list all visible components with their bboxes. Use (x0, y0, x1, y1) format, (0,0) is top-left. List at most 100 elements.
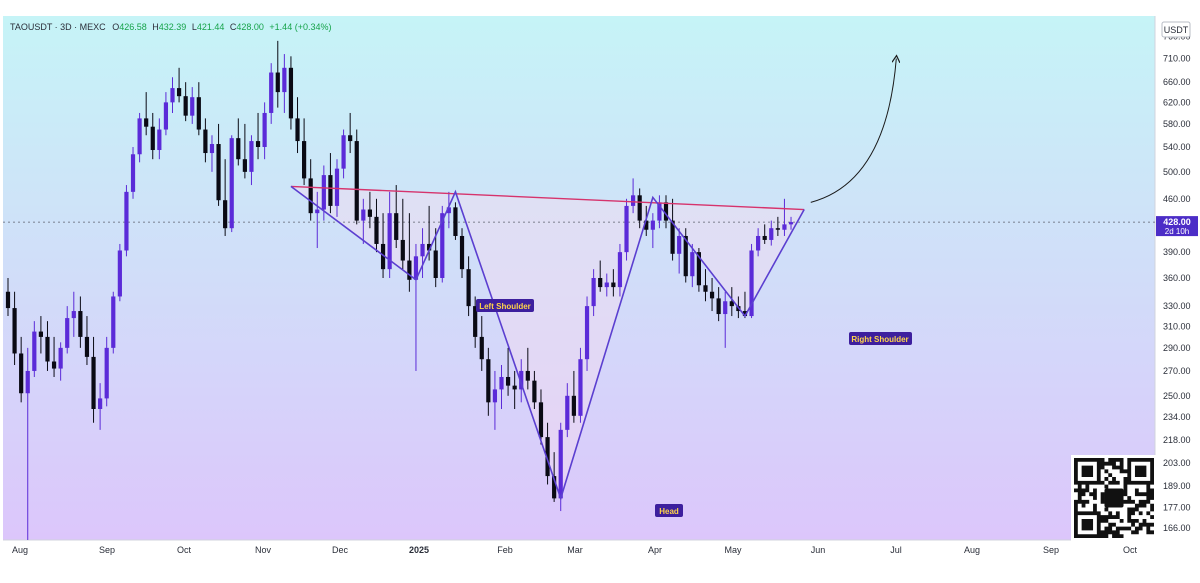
candle-body (545, 437, 550, 477)
qr-modules (1074, 458, 1154, 538)
annotation-right-shoulder: Right Shoulder (849, 332, 912, 345)
candle (690, 243, 695, 288)
candle (196, 82, 201, 136)
candle (677, 228, 682, 274)
time-axis-background (3, 540, 1198, 560)
currency-badge-label: USDT (1164, 25, 1189, 35)
candle (295, 97, 300, 154)
candle (394, 185, 399, 249)
y-tick-label: 660.00 (1163, 77, 1191, 87)
y-tick-label: 460.00 (1163, 194, 1191, 204)
candles (5, 40, 794, 540)
plot-background (3, 16, 1155, 540)
candle (598, 260, 603, 292)
candle (565, 383, 570, 438)
candle-body (65, 318, 70, 348)
candle-body (571, 395, 576, 416)
candle-body (637, 195, 642, 221)
candle-body (473, 306, 478, 337)
candle-body (591, 278, 596, 307)
x-tick-label: Mar (567, 545, 583, 555)
candle-body (427, 243, 432, 251)
y-tick-label: 234.00 (1163, 412, 1191, 422)
candle (163, 92, 169, 136)
candle-body (663, 202, 669, 221)
candle (288, 56, 294, 130)
candle-body (78, 311, 83, 337)
x-tick-label: Oct (1123, 545, 1138, 555)
candle-body (348, 135, 353, 142)
x-tick-label: Aug (12, 545, 28, 555)
candle-body (499, 376, 504, 390)
x-tick-label: Aug (964, 545, 980, 555)
candle-body (32, 331, 37, 371)
candle (242, 123, 247, 179)
candle (216, 123, 221, 206)
candle (32, 321, 37, 377)
y-tick-label: 500.00 (1163, 167, 1191, 177)
candle (756, 228, 761, 257)
candle-body (242, 159, 247, 172)
candle (328, 153, 333, 214)
candle-body (657, 202, 662, 221)
currency-badge[interactable]: USDT (1161, 21, 1191, 38)
candle-body (5, 291, 11, 309)
projection-arrow (810, 59, 897, 203)
y-tick-label: 580.00 (1163, 119, 1191, 129)
candle-body (117, 250, 122, 297)
candle (604, 273, 609, 297)
candle-body (696, 252, 701, 286)
candle (703, 269, 708, 302)
y-tick-label: 177.00 (1163, 502, 1191, 512)
legend-header: TAOUSDT · 3D · MEXC O426.58 H432.39 L421… (10, 22, 331, 32)
candle (111, 291, 116, 354)
candle-body (558, 429, 563, 499)
candle-body (137, 118, 142, 155)
candle (130, 147, 136, 199)
candle-body (479, 336, 484, 360)
candle-body (374, 216, 379, 244)
candle (236, 118, 241, 166)
candle-body (552, 476, 557, 499)
candle-body (341, 135, 346, 169)
candle (190, 87, 195, 124)
x-tick-label: Oct (177, 545, 192, 555)
qr-code (1071, 455, 1157, 541)
candle (657, 195, 662, 229)
qr-logo (1104, 488, 1124, 508)
candle-body (709, 291, 715, 299)
candle (650, 213, 655, 249)
candle (683, 228, 688, 283)
candle (729, 287, 734, 317)
candle-body (742, 311, 748, 317)
candle (762, 224, 767, 244)
header-high: 432.39 (159, 22, 187, 32)
header-open-label: O (112, 22, 119, 32)
candle (209, 135, 215, 172)
candle-body (459, 235, 465, 270)
x-tick-label: Sep (99, 545, 115, 555)
candle (71, 291, 76, 337)
candle (38, 316, 43, 354)
candle (446, 191, 451, 229)
candle-body (176, 88, 182, 97)
candle-body (104, 347, 109, 399)
candle (183, 82, 188, 122)
y-tick-label: 310.00 (1163, 321, 1191, 331)
candle (19, 336, 24, 403)
candle-body (282, 67, 287, 93)
candle (51, 336, 57, 377)
candle (78, 296, 83, 348)
candle (150, 112, 155, 160)
header-high-label: H (152, 22, 159, 32)
price-tag-countdown: 2d 10h (1165, 227, 1189, 236)
candle-body (788, 222, 794, 225)
x-tick-label: Dec (332, 545, 349, 555)
candle-body (71, 311, 76, 319)
candle-body (124, 191, 129, 251)
y-tick-label: 290.00 (1163, 343, 1191, 353)
candle (275, 40, 280, 108)
candle-body (775, 228, 780, 230)
candle (269, 63, 274, 124)
